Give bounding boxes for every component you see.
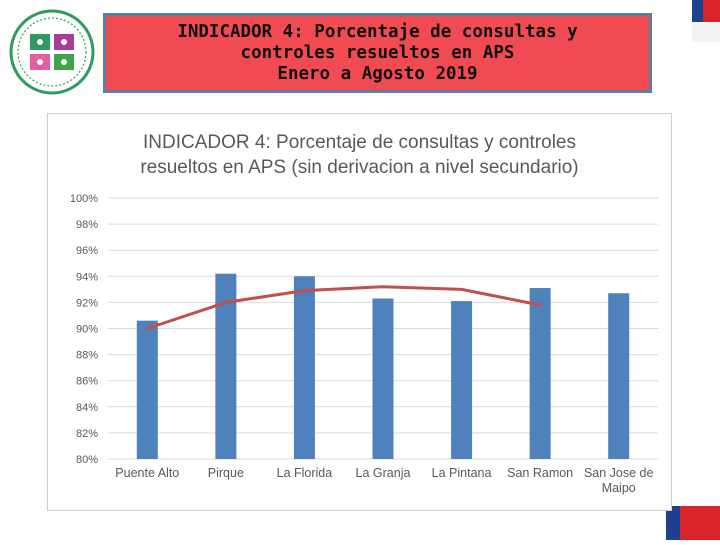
bar <box>529 288 551 459</box>
x-tick-label: La Granja <box>356 466 411 480</box>
y-tick-label: 80% <box>76 454 98 466</box>
bar <box>372 298 394 459</box>
x-tick-label: San Ramon <box>507 466 573 480</box>
y-tick-label: 90% <box>76 324 98 336</box>
flag-red-segment <box>703 0 720 22</box>
chart-title: INDICADOR 4: Porcentaje de consultas y c… <box>48 130 671 180</box>
x-tick-label: La Pintana <box>432 466 492 480</box>
bar <box>451 301 473 459</box>
y-tick-label: 92% <box>76 297 98 309</box>
title-line-3: Enero a Agosto 2019 <box>277 64 478 84</box>
health-service-logo-icon <box>9 9 95 95</box>
bar <box>293 276 315 459</box>
title-banner: INDICADOR 4: Porcentaje de consultas y c… <box>103 13 652 93</box>
x-tick-label: La Florida <box>277 466 333 480</box>
x-tick-label: Maipo <box>602 481 636 495</box>
y-tick-label: 82% <box>76 428 98 440</box>
y-tick-label: 96% <box>76 245 98 257</box>
y-tick-label: 88% <box>76 350 98 362</box>
chart-title-line-1: INDICADOR 4: Porcentaje de consultas y c… <box>143 132 576 153</box>
chart-title-line-2: resueltos en APS (sin derivacion a nivel… <box>140 157 579 178</box>
flag-corner-top-icon <box>692 0 720 42</box>
x-tick-label: San Jose de <box>584 466 654 480</box>
y-tick-label: 98% <box>76 219 98 231</box>
bar <box>608 293 630 459</box>
y-tick-label: 84% <box>76 402 98 414</box>
flag-blue-segment <box>692 0 703 22</box>
bar-chart: 80% 82% 84% 86% 88% 90% 92% 94% 96% 98% 100% Puente… <box>70 193 658 495</box>
health-service-logo <box>8 8 96 96</box>
y-tick-label: 100% <box>70 193 98 205</box>
flag-red-segment <box>680 506 720 540</box>
trend-line <box>145 285 542 330</box>
y-tick-label: 86% <box>76 376 98 388</box>
y-tick-label: 94% <box>76 271 98 283</box>
flag-corner-bottom-icon <box>660 496 720 540</box>
title-line-2: controles resueltos en APS <box>240 43 515 63</box>
x-tick-label: Puente Alto <box>115 466 179 480</box>
chart-frame: INDICADOR 4: Porcentaje de consultas y c… <box>47 113 672 511</box>
flag-blue-segment <box>666 506 680 540</box>
x-tick-label: Pirque <box>208 466 244 480</box>
bar <box>215 273 237 459</box>
bar <box>136 320 158 459</box>
title-line-1: INDICADOR 4: Porcentaje de consultas y <box>177 22 578 42</box>
